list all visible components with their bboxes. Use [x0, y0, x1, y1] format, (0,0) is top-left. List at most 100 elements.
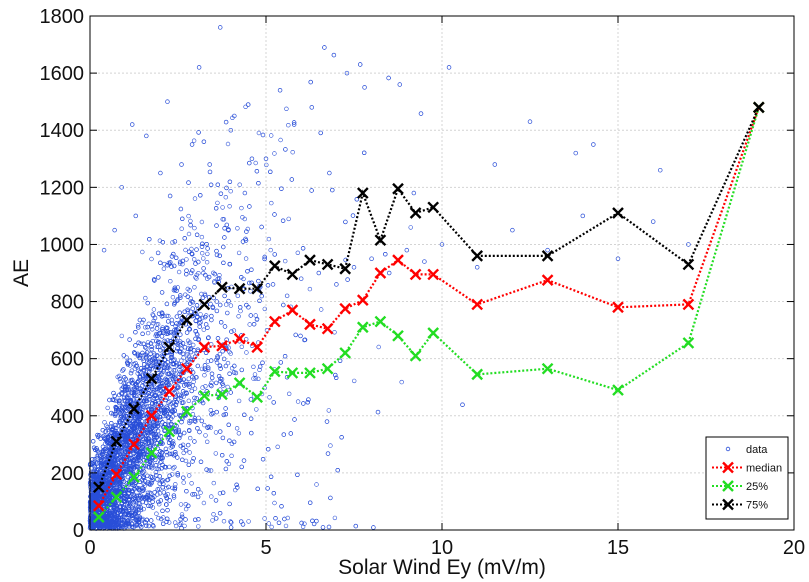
- scatter-point: [190, 300, 196, 305]
- scatter-point: [180, 442, 186, 447]
- scatter-point: [205, 246, 210, 251]
- scatter-point: [192, 225, 197, 231]
- scatter-point: [154, 338, 159, 343]
- scatter-point: [127, 363, 133, 368]
- scatter-point: [205, 359, 211, 364]
- scatter-point: [187, 418, 192, 424]
- scatter-point: [194, 272, 200, 278]
- scatter-point: [192, 492, 197, 497]
- scatter-point: [166, 418, 172, 424]
- scatter-point: [131, 500, 136, 505]
- scatter-point: [201, 139, 207, 144]
- scatter-point: [107, 479, 113, 484]
- scatter-point: [200, 251, 205, 256]
- scatter-point: [140, 356, 146, 361]
- scatter-point: [352, 378, 357, 384]
- scatter-point: [278, 137, 283, 143]
- scatter-point: [345, 277, 350, 282]
- scatter-point: [214, 223, 219, 228]
- scatter-point: [133, 463, 139, 469]
- scatter-point: [164, 377, 169, 383]
- scatter-point: [212, 279, 217, 284]
- scatter-point: [160, 485, 165, 490]
- scatter-point: [242, 216, 248, 222]
- scatter-point: [104, 448, 109, 453]
- scatter-point: [136, 413, 142, 419]
- scatter-point: [94, 454, 100, 459]
- scatter-point: [180, 389, 186, 394]
- scatter-point: [237, 182, 242, 187]
- scatter-point: [162, 428, 167, 433]
- scatter-point: [251, 376, 256, 381]
- scatter-point: [209, 371, 215, 376]
- scatter-point: [260, 360, 265, 365]
- scatter-point: [219, 320, 224, 325]
- scatter-point: [248, 289, 253, 294]
- scatter-point: [228, 525, 234, 530]
- scatter-point: [187, 340, 193, 345]
- scatter-cloud: [87, 45, 465, 531]
- scatter-point: [134, 363, 140, 368]
- scatter-point: [188, 301, 193, 306]
- scatter-point: [105, 440, 110, 445]
- scatter-point: [203, 293, 208, 298]
- scatter-point: [178, 433, 183, 438]
- scatter-point: [157, 454, 162, 460]
- scatter-point: [239, 275, 244, 280]
- scatter-point: [188, 435, 193, 441]
- scatter-point: [362, 150, 367, 156]
- scatter-point: [102, 420, 107, 425]
- scatter-point: [170, 472, 175, 477]
- scatter-point: [191, 138, 197, 143]
- scatter-point: [178, 502, 184, 507]
- scatter-point: [199, 234, 205, 240]
- scatter-point: [200, 241, 205, 247]
- scatter-point: [165, 406, 170, 411]
- scatter-point: [164, 519, 169, 524]
- scatter-point: [105, 439, 111, 445]
- scatter-point: [186, 442, 191, 448]
- scatter-point: [115, 446, 120, 451]
- scatter-point: [125, 403, 130, 409]
- scatter-point: [166, 400, 171, 405]
- scatter-point: [177, 435, 182, 441]
- scatter-point: [173, 368, 178, 373]
- scatter-point: [151, 307, 157, 312]
- scatter-point: [170, 485, 175, 491]
- scatter-point: [137, 416, 142, 421]
- scatter-point: [144, 355, 149, 360]
- scatter-point: [169, 427, 174, 432]
- scatter-point: [247, 160, 252, 166]
- scatter-point: [246, 519, 251, 524]
- scatter-point: [92, 464, 97, 469]
- scatter-point: [408, 225, 413, 230]
- scatter-point: [175, 473, 181, 478]
- scatter-point: [266, 521, 271, 526]
- scatter-point: [198, 320, 203, 325]
- scatter-point: [233, 370, 239, 376]
- scatter-point: [186, 180, 191, 185]
- scatter-point: [136, 325, 141, 330]
- scatter-point: [184, 391, 189, 396]
- scatter-point: [106, 448, 112, 454]
- scatter-point: [211, 480, 217, 486]
- scatter-point: [150, 401, 155, 406]
- scatter-point: [203, 368, 209, 373]
- scatter-point: [256, 130, 262, 136]
- scatter-point: [99, 449, 104, 455]
- scatter-point: [185, 294, 191, 299]
- scatter-point: [110, 397, 115, 402]
- scatter-point: [239, 205, 244, 211]
- scatter-point: [166, 313, 171, 319]
- scatter-point: [147, 367, 153, 372]
- scatter-point: [181, 394, 186, 399]
- scatter-point: [176, 321, 182, 326]
- scatter-point: [180, 262, 185, 267]
- scatter-point: [196, 130, 201, 135]
- scatter-point: [144, 404, 150, 409]
- scatter-point: [186, 462, 192, 467]
- scatter-point: [337, 358, 343, 363]
- scatter-point: [264, 162, 269, 168]
- scatter-point: [149, 347, 154, 352]
- scatter-point: [142, 496, 147, 501]
